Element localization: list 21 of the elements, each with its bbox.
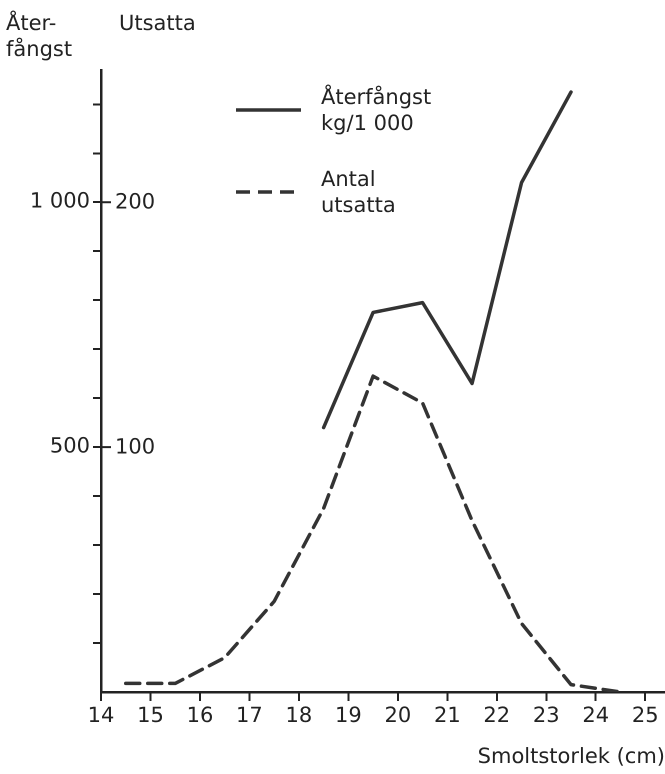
x-tick-label: 14 [88, 703, 114, 728]
x-tick-label: 24 [582, 703, 610, 728]
x-tick-label: 16 [186, 703, 214, 728]
x-tick-label: 18 [286, 703, 312, 728]
x-tick-label: 21 [434, 703, 461, 728]
y-tick-label: 1 000 [30, 188, 90, 213]
y-tick-label: 500 [50, 434, 90, 458]
x-tick-label: 20 [384, 703, 412, 728]
x-tick-label: 15 [137, 703, 164, 728]
x-tick-label: 17 [236, 703, 263, 728]
y2-tick-label: 200 [115, 190, 156, 214]
legend-label: Antal utsatta [321, 167, 396, 217]
x-tick-label: 22 [483, 703, 510, 728]
y2-tick-label: 100 [115, 434, 156, 459]
x-tick-label: 25 [632, 703, 659, 728]
x-axis-title: Smoltstorlek (cm) [478, 744, 665, 768]
y-axis-title: Åter- fångst [6, 10, 72, 61]
legend-label: Återfångst kg/1 000 [321, 84, 432, 135]
y2-axis-title: Utsatta [119, 11, 196, 35]
x-tick-label: 23 [532, 703, 560, 728]
x-tick-label: 19 [335, 703, 362, 728]
